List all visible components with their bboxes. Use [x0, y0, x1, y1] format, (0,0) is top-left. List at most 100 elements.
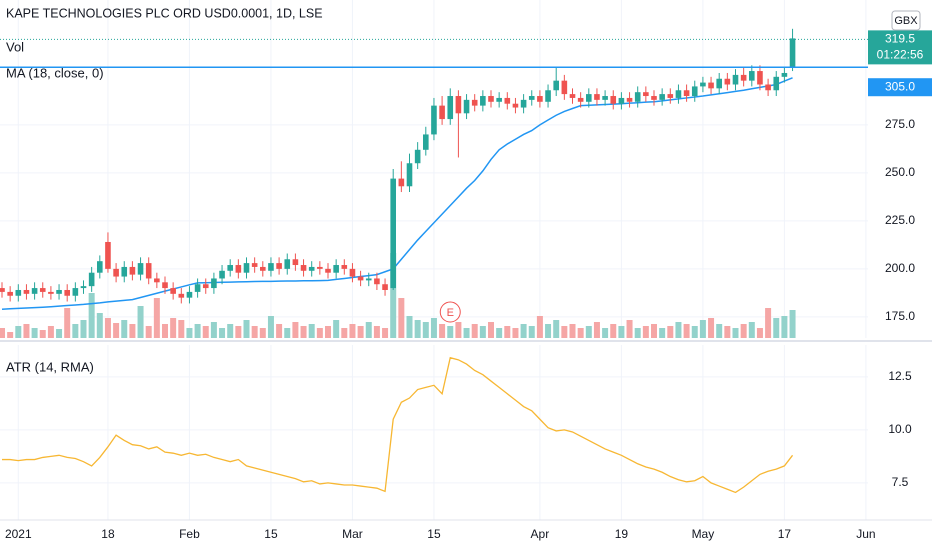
x-tick-label: 2021: [5, 527, 32, 541]
candle-body: [423, 134, 429, 150]
volume-bar: [7, 332, 14, 338]
candle-body: [325, 268, 331, 273]
volume-bar: [675, 322, 682, 338]
volume-bar: [463, 328, 470, 338]
x-tick-label: Feb: [179, 527, 200, 541]
candle-body: [390, 178, 396, 289]
x-tick-label: Jun: [856, 527, 875, 541]
volume-bar: [15, 326, 22, 338]
y-tick-label: 175.0: [885, 309, 915, 323]
candle-body: [202, 284, 209, 289]
candle-body: [88, 272, 95, 287]
candle-body: [675, 90, 682, 98]
candle-body: [382, 284, 388, 290]
volume-bar: [455, 322, 462, 338]
y-tick-label: 10.0: [888, 422, 912, 436]
volume-bar: [447, 326, 454, 338]
candle-body: [577, 97, 584, 102]
candle-body: [488, 96, 494, 102]
volume-bar: [512, 328, 519, 338]
volume-bar: [569, 324, 576, 338]
candle-body: [374, 278, 380, 285]
candle-body: [162, 282, 168, 289]
volume-bar: [23, 324, 30, 338]
candle-body: [789, 38, 796, 68]
volume-bar: [724, 326, 731, 338]
candle-body: [586, 94, 592, 102]
volume-bar: [553, 320, 560, 338]
candle-body: [121, 266, 128, 277]
candle-body: [80, 286, 87, 289]
candle-body: [749, 71, 755, 81]
currency-box: [891, 10, 921, 31]
volume-bar: [561, 326, 568, 338]
volume-bar: [64, 308, 71, 338]
volume-bar: [382, 328, 389, 338]
volume-bar: [667, 326, 674, 338]
volume-bar: [178, 320, 185, 338]
volume-bar: [186, 328, 193, 338]
candle-body: [48, 291, 54, 294]
volume-bar: [398, 298, 405, 338]
candle-body: [626, 97, 633, 102]
volume-bar: [430, 318, 437, 338]
candle-body: [235, 265, 242, 273]
volume-bar: [251, 326, 258, 338]
candle-body: [439, 105, 445, 120]
indicator-legend: ATR (14, RMA): [6, 359, 94, 374]
candle-body: [740, 74, 747, 81]
volume-bar: [373, 326, 380, 338]
volume-bar: [316, 328, 323, 338]
volume-bar: [170, 318, 177, 338]
candle-body: [708, 82, 714, 89]
volume-bar: [284, 328, 291, 338]
volume-bar: [349, 324, 356, 338]
currency-label: GBX: [894, 15, 918, 27]
volume-bar: [390, 253, 397, 338]
candle-body: [447, 96, 454, 120]
candle-body: [732, 74, 739, 85]
hline-label: 305.0: [885, 79, 915, 93]
candle-body: [300, 265, 307, 271]
volume-bar: [756, 328, 763, 338]
candle-body: [471, 99, 478, 106]
volume-bar: [520, 324, 527, 338]
y-tick-label: 250.0: [885, 165, 915, 179]
volume-legend: Vol: [6, 39, 24, 54]
volume-bar: [129, 324, 136, 338]
event-label: E: [447, 307, 454, 319]
volume-bar: [708, 318, 715, 338]
volume-bar: [219, 328, 226, 338]
candle-body: [15, 289, 22, 296]
candle-body: [398, 178, 405, 187]
volume-bar: [300, 326, 307, 338]
candle-body: [31, 288, 38, 294]
candle-body: [284, 259, 291, 269]
volume-bar: [357, 326, 364, 338]
candle-body: [0, 288, 5, 292]
volume-bar: [602, 328, 609, 338]
x-tick-label: May: [692, 527, 715, 541]
volume-bar: [634, 328, 641, 338]
volume-bar: [618, 326, 625, 338]
candle-body: [211, 278, 217, 289]
volume-bar: [235, 326, 242, 338]
candle-body: [545, 90, 551, 102]
x-tick-label: 15: [427, 527, 441, 541]
candle-body: [700, 82, 706, 87]
volume-bar: [259, 328, 266, 338]
candle-body: [480, 96, 486, 106]
candle-body: [227, 265, 233, 271]
volume-bar: [765, 308, 772, 338]
event-marker: [439, 301, 461, 323]
candle-body: [243, 263, 250, 273]
candle-body: [455, 96, 462, 114]
volume-bar: [789, 310, 796, 338]
candle-body: [357, 276, 364, 281]
volume-bar: [479, 326, 486, 338]
candle-body: [569, 94, 576, 98]
candle-body: [757, 71, 763, 85]
x-tick-label: Mar: [342, 527, 363, 541]
candle-body: [105, 241, 111, 269]
candle-body: [512, 103, 519, 108]
